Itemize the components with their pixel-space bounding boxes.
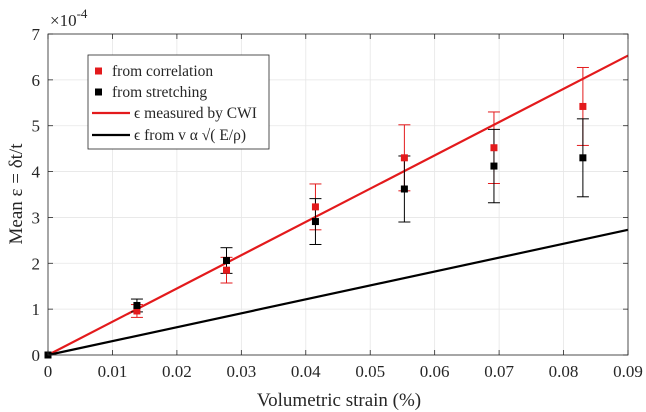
data-point [400, 185, 408, 193]
y-tick-label: 1 [32, 300, 41, 319]
data-point [579, 154, 587, 162]
legend-box [87, 54, 270, 150]
x-tick-label: 0.08 [549, 362, 579, 381]
data-point [400, 154, 408, 162]
legend-label: ϵ from v α √( E/ρ) [134, 127, 246, 144]
legend-label: ϵ measured by CWI [134, 105, 257, 122]
x-tick-label: 0.03 [226, 362, 256, 381]
plot-frame [47, 33, 629, 356]
x-tick-label: 0.04 [291, 362, 321, 381]
fit-lines [47, 54, 629, 357]
data-point [223, 257, 231, 265]
x-tick-label: 0 [44, 362, 53, 381]
y-tick-label: 5 [32, 117, 41, 136]
y-tick-label: 7 [32, 25, 41, 44]
data-point [490, 144, 498, 152]
legend-label: from stretching [112, 84, 207, 101]
x-tick-label: 0.05 [355, 362, 385, 381]
x-tick-label: 0.06 [420, 362, 450, 381]
data-point [490, 162, 498, 170]
y-tick-label: 6 [32, 71, 41, 90]
y-tick-label: 4 [32, 163, 41, 182]
tick-labels: 0 0.01 0.02 0.03 0.04 0.05 0.06 0.07 0.08 0.09 0 1 2… [32, 25, 643, 381]
data-point [311, 218, 319, 226]
legend-label: from correlation [112, 63, 213, 80]
y-axis-exponent: ×10-4 [50, 6, 88, 30]
legend-marker-swatch [95, 88, 102, 96]
series-line [47, 54, 629, 356]
y-axis-title: Mean ε = δt/t [6, 143, 27, 245]
data-point [223, 266, 231, 274]
data-point [133, 307, 141, 315]
y-tick-label: 3 [32, 208, 41, 227]
x-tick-label: 0.07 [484, 362, 514, 381]
x-tick-label: 0.09 [613, 362, 643, 381]
x-tick-label: 0.01 [98, 362, 128, 381]
y-tick-label: 2 [32, 254, 41, 273]
data-point [311, 203, 319, 211]
data-point [579, 102, 587, 110]
data-point [133, 301, 141, 309]
axes [47, 33, 629, 356]
y-tick-label: 0 [32, 346, 41, 365]
legend: from correlation from stretching ϵ measure… [87, 54, 270, 150]
series-line [47, 228, 629, 357]
x-tick-label: 0.02 [162, 362, 192, 381]
legend-marker-swatch [95, 67, 102, 75]
x-axis-title: Volumetric strain (%) [257, 390, 421, 411]
